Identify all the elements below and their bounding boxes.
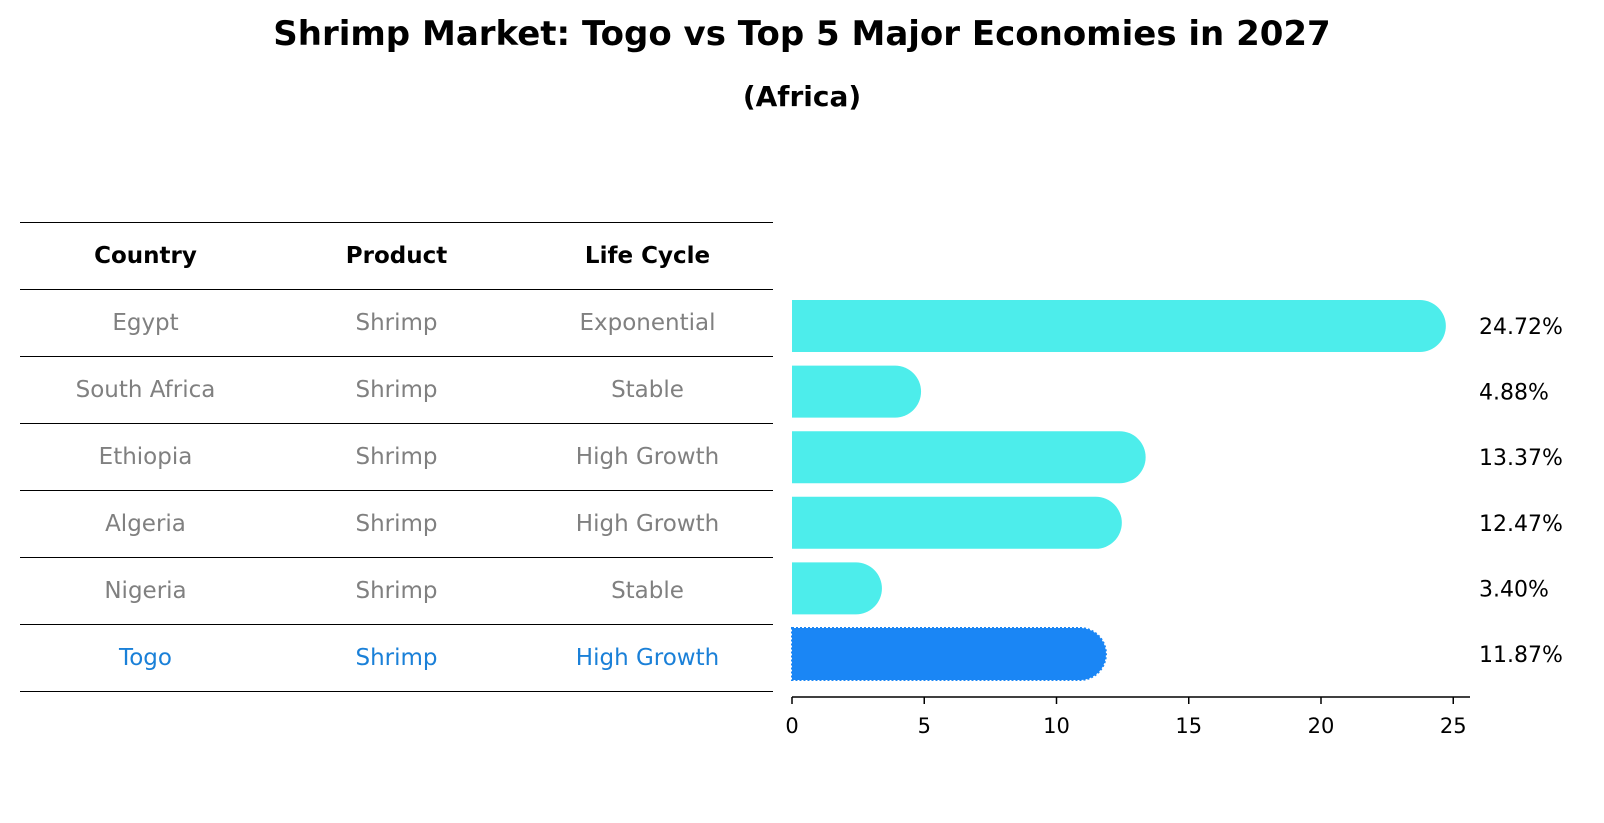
table-row-highlight: Togo Shrimp High Growth — [20, 624, 773, 692]
life-cycle-cell: Stable — [611, 578, 684, 604]
bar — [792, 562, 882, 615]
product-cell: Shrimp — [355, 310, 438, 336]
x-tick-label: 0 — [785, 714, 798, 738]
x-tick-label: 5 — [918, 714, 931, 738]
life-cycle-cell: High Growth — [575, 645, 720, 671]
product-cell: Shrimp — [355, 377, 438, 403]
bar — [792, 431, 1146, 484]
bar — [792, 496, 1122, 549]
bar-value-label: 4.88% — [1479, 381, 1549, 406]
table-row: Ethiopia Shrimp High Growth — [20, 423, 773, 490]
x-tick-label: 20 — [1308, 714, 1335, 738]
bar — [792, 300, 1446, 352]
bar-value-label: 24.72% — [1479, 315, 1563, 340]
x-tick-label: 15 — [1175, 714, 1202, 738]
life-cycle-cell: Exponential — [579, 310, 716, 336]
country-cell: Nigeria — [104, 578, 187, 604]
country-cell: Togo — [119, 645, 172, 671]
header-country: Country — [94, 243, 197, 269]
table-row: Nigeria Shrimp Stable — [20, 557, 773, 624]
product-cell: Shrimp — [355, 645, 438, 671]
life-cycle-cell: Stable — [611, 377, 684, 403]
chart-subtitle: (Africa) — [742, 80, 862, 113]
header-product: Product — [345, 243, 448, 269]
life-cycle-cell: High Growth — [575, 444, 720, 470]
table-header-row: Country Product Life Cycle — [20, 222, 773, 289]
header-life-cycle: Life Cycle — [584, 243, 711, 269]
product-cell: Shrimp — [355, 511, 438, 537]
table-row: Egypt Shrimp Exponential — [20, 289, 773, 356]
chart-title: Shrimp Market: Togo vs Top 5 Major Econo… — [273, 14, 1331, 54]
country-cell: Algeria — [105, 511, 186, 537]
bar-value-label: 3.40% — [1479, 577, 1549, 602]
country-cell: South Africa — [75, 377, 216, 403]
country-table: Country Product Life Cycle Egypt Shrimp … — [20, 222, 773, 692]
x-tick-label: 25 — [1440, 714, 1467, 738]
bar-value-label: 13.37% — [1479, 446, 1563, 471]
bar-value-label: 12.47% — [1479, 512, 1563, 537]
x-tick-label: 10 — [1043, 714, 1070, 738]
bar-highlight — [791, 627, 1107, 681]
life-cycle-cell: High Growth — [575, 511, 720, 537]
table-row: South Africa Shrimp Stable — [20, 356, 773, 423]
country-cell: Egypt — [112, 310, 179, 336]
country-cell: Ethiopia — [98, 444, 193, 470]
product-cell: Shrimp — [355, 444, 438, 470]
table-row: Algeria Shrimp High Growth — [20, 490, 773, 557]
bar — [792, 365, 922, 418]
product-cell: Shrimp — [355, 578, 438, 604]
bar-value-label: 11.87% — [1479, 643, 1563, 668]
